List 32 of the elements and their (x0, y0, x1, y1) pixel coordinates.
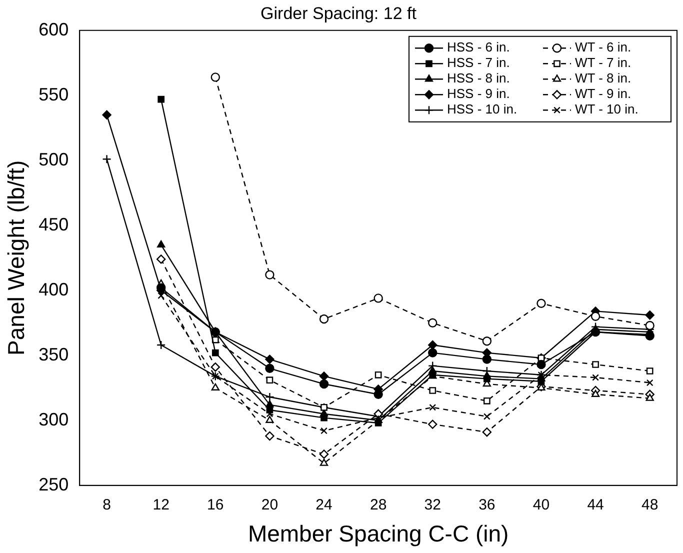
y-tick-label: 550 (38, 84, 69, 104)
y-tick-label: 350 (38, 344, 69, 364)
legend-label: HSS - 8 in. (447, 70, 510, 86)
x-tick-label: 36 (478, 496, 496, 514)
legend-label: WT - 10 in. (575, 102, 638, 117)
legend-label: HSS - 9 in. (447, 86, 510, 102)
x-tick-label: 40 (532, 496, 550, 514)
legend-label: HSS - 7 in. (447, 55, 510, 70)
x-axis-title: Member Spacing C-C (in) (248, 520, 509, 547)
legend-label: WT - 9 in. (575, 86, 632, 102)
y-axis-title: Panel Weight (lb/ft) (3, 160, 30, 356)
y-tick-label: 450 (38, 214, 69, 234)
x-tick-label: 8 (102, 496, 111, 514)
x-tick-label: 20 (261, 496, 278, 514)
x-tick-label: 16 (207, 496, 224, 514)
y-tick-label: 400 (38, 279, 69, 300)
x-tick-label: 28 (370, 496, 387, 514)
legend-label: HSS - 10 in. (447, 102, 518, 117)
y-tick-label: 500 (38, 149, 69, 170)
y-tick-label: 600 (38, 19, 69, 40)
legend-label: WT - 8 in. (575, 70, 632, 86)
x-tick-label: 32 (424, 496, 441, 514)
legend-label: WT - 6 in. (575, 40, 632, 55)
chart-title: Girder Spacing: 12 ft (260, 4, 417, 23)
y-tick-label: 250 (38, 474, 69, 494)
legend-label: HSS - 6 in. (447, 40, 510, 55)
y-tick-label: 300 (38, 409, 69, 430)
x-tick-label: 12 (152, 496, 170, 514)
x-tick-label: 48 (642, 496, 658, 514)
x-tick-label: 44 (587, 496, 604, 514)
legend-label: WT - 7 in. (575, 55, 632, 70)
x-tick-label: 24 (316, 496, 332, 514)
